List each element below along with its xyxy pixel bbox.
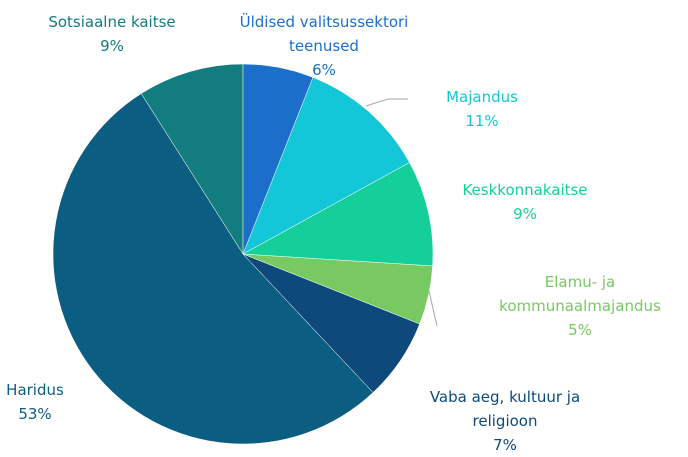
slice-percent: 9% <box>513 205 537 223</box>
slice-percent: 11% <box>465 112 499 130</box>
slice-name: Keskkonnakaitse <box>462 181 588 199</box>
leader-line <box>365 98 408 107</box>
slice-label: Majandus 11% <box>412 85 552 133</box>
pie-slice <box>242 162 434 267</box>
slice-name: Elamu- ja kommunaalmajandus <box>499 273 661 315</box>
slice-name: Sotsiaalne kaitse <box>48 13 176 31</box>
slice-label: Keskkonnakaitse 9% <box>435 178 615 226</box>
slice-percent: 6% <box>312 61 336 79</box>
slice-label: Vaba aeg, kultuur ja religioon 7% <box>405 385 605 457</box>
pie-slice <box>140 63 244 255</box>
slice-label: Haridus 53% <box>0 378 70 426</box>
slice-name: Üldised valitsussektori teenused <box>239 13 409 55</box>
pie-slice <box>242 77 410 255</box>
slice-percent: 9% <box>100 37 124 55</box>
slice-name: Haridus <box>6 381 64 399</box>
slice-percent: 7% <box>493 436 517 454</box>
leader-line <box>428 290 438 327</box>
slice-label: Sotsiaalne kaitse 9% <box>22 10 202 58</box>
slice-percent: 5% <box>568 321 592 339</box>
pie-slice <box>52 93 374 445</box>
slice-percent: 53% <box>18 405 52 423</box>
slice-label: Üldised valitsussektori teenused 6% <box>209 10 439 82</box>
slice-name: Majandus <box>446 88 518 106</box>
slice-label: Elamu- ja kommunaalmajandus 5% <box>480 270 680 342</box>
pie-slice <box>242 63 314 255</box>
slice-name: Vaba aeg, kultuur ja religioon <box>429 388 581 430</box>
